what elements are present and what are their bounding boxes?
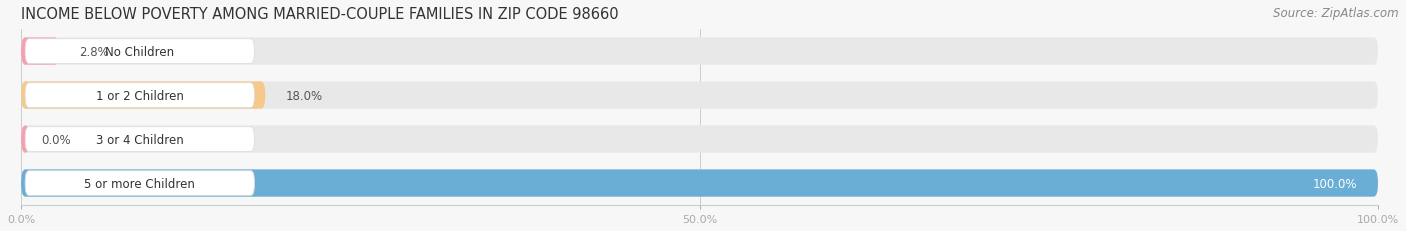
Text: No Children: No Children bbox=[105, 45, 174, 58]
Text: 0.0%: 0.0% bbox=[41, 133, 72, 146]
Text: 3 or 4 Children: 3 or 4 Children bbox=[96, 133, 184, 146]
FancyBboxPatch shape bbox=[21, 82, 1378, 109]
FancyBboxPatch shape bbox=[21, 170, 1378, 197]
Text: INCOME BELOW POVERTY AMONG MARRIED-COUPLE FAMILIES IN ZIP CODE 98660: INCOME BELOW POVERTY AMONG MARRIED-COUPL… bbox=[21, 7, 619, 22]
FancyBboxPatch shape bbox=[25, 83, 254, 108]
Text: 5 or more Children: 5 or more Children bbox=[84, 177, 195, 190]
Text: 2.8%: 2.8% bbox=[79, 45, 110, 58]
FancyBboxPatch shape bbox=[21, 38, 59, 65]
Text: 100.0%: 100.0% bbox=[1313, 177, 1358, 190]
FancyBboxPatch shape bbox=[21, 38, 1378, 65]
FancyBboxPatch shape bbox=[25, 127, 254, 152]
FancyBboxPatch shape bbox=[25, 171, 254, 195]
Text: Source: ZipAtlas.com: Source: ZipAtlas.com bbox=[1274, 7, 1399, 20]
Text: 18.0%: 18.0% bbox=[285, 89, 323, 102]
Text: 1 or 2 Children: 1 or 2 Children bbox=[96, 89, 184, 102]
FancyBboxPatch shape bbox=[25, 40, 254, 64]
FancyBboxPatch shape bbox=[21, 126, 30, 153]
FancyBboxPatch shape bbox=[21, 82, 266, 109]
FancyBboxPatch shape bbox=[21, 170, 1378, 197]
FancyBboxPatch shape bbox=[21, 126, 1378, 153]
